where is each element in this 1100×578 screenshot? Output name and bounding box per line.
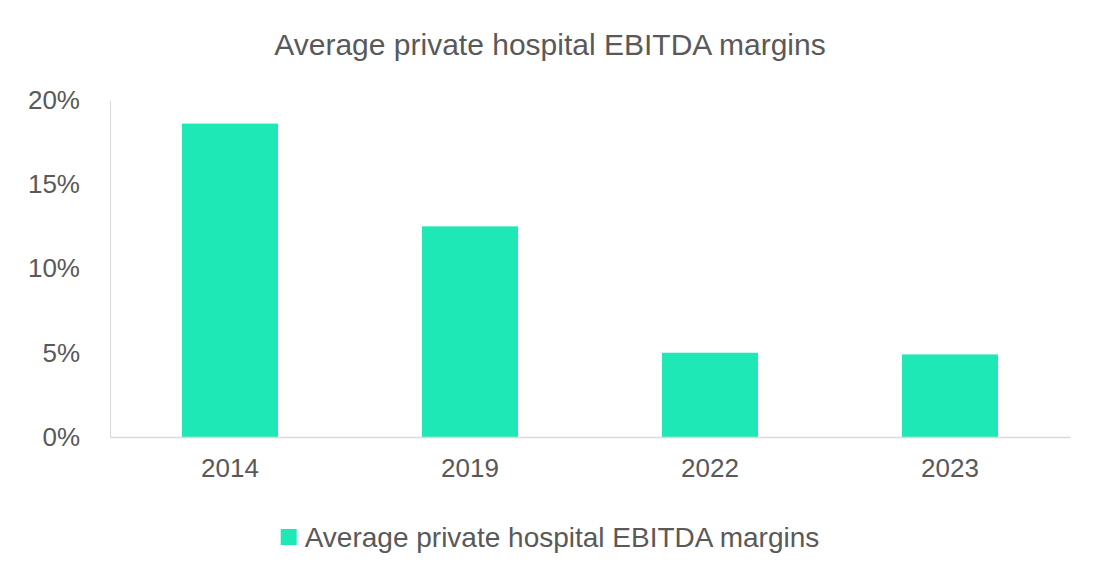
x-tick-label: 2019 bbox=[441, 453, 499, 483]
chart: Average private hospital EBITDA margins 0… bbox=[0, 0, 1100, 578]
y-axis-line bbox=[110, 101, 111, 438]
y-tick-label: 10% bbox=[28, 253, 80, 283]
legend: Average private hospital EBITDA margins bbox=[281, 522, 820, 553]
x-tick: 2022 bbox=[681, 437, 739, 483]
bar bbox=[902, 354, 998, 437]
x-tick-label: 2022 bbox=[681, 453, 739, 483]
y-axis: 0% 5% 10% 15% 20% bbox=[28, 85, 111, 452]
x-tick: 2019 bbox=[441, 437, 499, 483]
plot: 0% 5% 10% 15% 20% 2014 2019 2022 2023 bbox=[28, 85, 1071, 484]
bar bbox=[422, 226, 518, 437]
y-tick-label: 0% bbox=[42, 422, 80, 452]
x-axis: 2014 2019 2022 2023 bbox=[111, 437, 1071, 483]
y-tick: 10% bbox=[28, 253, 110, 283]
x-tick-label: 2023 bbox=[921, 453, 979, 483]
x-tick-label: 2014 bbox=[201, 453, 259, 483]
x-axis-line bbox=[111, 437, 1071, 439]
y-tick: 5% bbox=[42, 338, 110, 368]
legend-item: Average private hospital EBITDA margins bbox=[281, 522, 820, 553]
y-tick-label: 5% bbox=[42, 338, 80, 368]
y-tick: 0% bbox=[42, 422, 110, 452]
y-tick: 20% bbox=[28, 85, 110, 115]
y-tick: 15% bbox=[28, 169, 110, 199]
bars bbox=[182, 124, 998, 437]
legend-label: Average private hospital EBITDA margins bbox=[305, 522, 820, 553]
x-tick: 2014 bbox=[201, 437, 259, 483]
y-tick-label: 15% bbox=[28, 169, 80, 199]
x-tick: 2023 bbox=[921, 437, 979, 483]
title: Average private hospital EBITDA margins bbox=[274, 28, 825, 61]
bar bbox=[182, 124, 278, 437]
legend-swatch bbox=[281, 529, 297, 545]
bar bbox=[662, 353, 758, 437]
y-tick-label: 20% bbox=[28, 85, 80, 115]
